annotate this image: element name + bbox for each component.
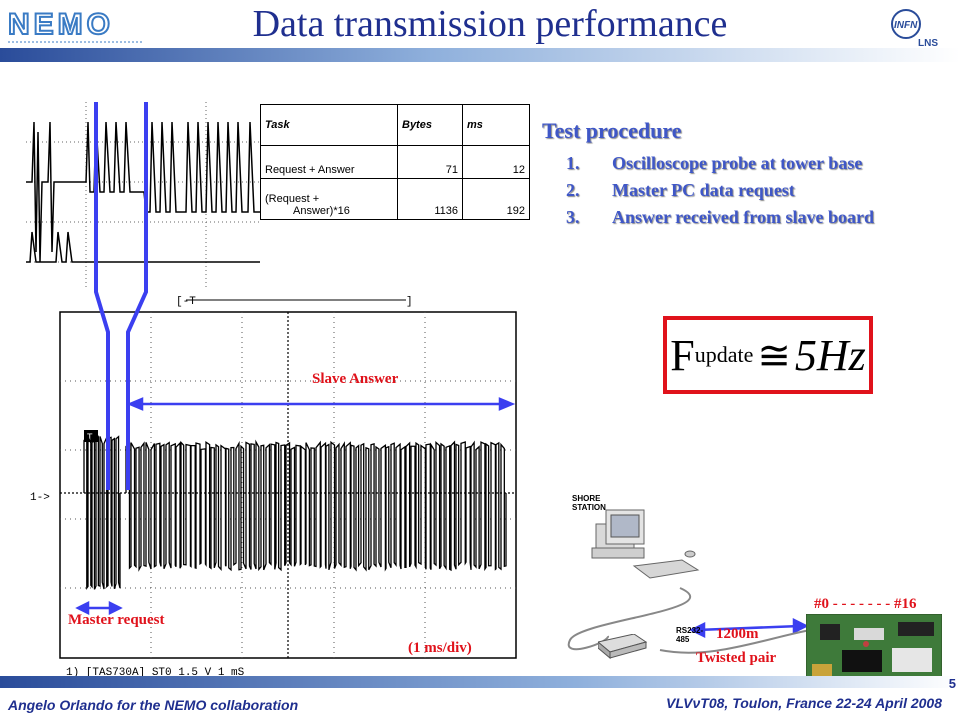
timing-table: Task Bytes ms Request + Answer 71 12 (Re… — [260, 104, 530, 220]
oscilloscope-trace: [-T ] 1-> T 1) [TAS730A] ST0 1.5 V 1 mS — [26, 290, 542, 682]
distance-label: 1200m — [716, 626, 759, 642]
rs232-485-label: RS232- 485 — [676, 626, 703, 644]
boards-range-label: #0 - - - - - - - #16 — [814, 596, 917, 612]
formula-subscript: update — [694, 342, 754, 367]
svg-text:INFN: INFN — [894, 20, 918, 31]
rs232-485-converter-icon — [598, 634, 648, 660]
procedure-step: 3. Answer received from slave board — [566, 204, 874, 231]
table-row: (Request + Answer)*16 1136 192 — [260, 178, 530, 220]
procedure-title: Test procedure — [542, 118, 682, 143]
step-text: Oscilloscope probe at tower base — [612, 153, 863, 173]
svg-text:LNS: LNS — [918, 38, 938, 48]
cell-bytes: 1136 — [397, 178, 463, 220]
computer-icon — [591, 509, 700, 579]
nemo-logo: NEMO — [4, 4, 154, 46]
cell-task: Request + Answer — [260, 145, 398, 179]
shore-line1: SHORE — [572, 494, 601, 503]
cell-task-line2: Answer)*16 — [293, 205, 350, 217]
page-title: Data transmission performance — [252, 3, 728, 45]
slave-board-icon — [806, 614, 942, 686]
slave-answer-label: Slave Answer — [312, 371, 399, 387]
cell-task-line1: (Request + — [265, 193, 320, 205]
svg-text:1->: 1-> — [30, 492, 50, 504]
footer-conference: VLVνT08, Toulon, France 22-24 April 2008 — [666, 695, 942, 711]
svg-text:T: T — [87, 432, 93, 442]
cell-ms: 12 — [462, 145, 530, 179]
shore-station-label: SHORE STATION — [572, 494, 606, 512]
svg-text:NEMO: NEMO — [8, 8, 114, 41]
master-request-label: Master request — [68, 612, 165, 628]
cable — [567, 587, 811, 654]
rs-line2: 485 — [676, 635, 690, 644]
table-row: Request + Answer 71 12 — [260, 145, 530, 179]
step-number: 2. — [566, 180, 580, 200]
formula-value: 5Hz — [794, 330, 866, 380]
svg-text:]: ] — [406, 296, 413, 308]
svg-text:[-T: [-T — [176, 296, 196, 308]
procedure-step: 1. Oscilloscope probe at tower base — [566, 150, 874, 177]
formula-approx: ≅ — [757, 332, 791, 378]
twisted-pair-label: Twisted pair — [696, 650, 777, 666]
step-text: Answer received from slave board — [612, 207, 874, 227]
infn-lns-logo: INFN LNS — [891, 9, 938, 48]
cell-ms: 192 — [462, 178, 530, 220]
step-number: 3. — [566, 207, 580, 227]
col-header-ms: ms — [462, 104, 530, 146]
footer-bar — [0, 676, 960, 688]
formula-symbol: F — [670, 330, 695, 380]
cell-bytes: 71 — [397, 145, 463, 179]
header-bar — [0, 48, 960, 62]
page-number: 5 — [948, 676, 956, 691]
scope-inset — [26, 102, 260, 298]
rs-line1: RS232- — [676, 626, 704, 635]
shore-line2: STATION — [572, 503, 606, 512]
step-text: Master PC data request — [612, 180, 795, 200]
procedure-step: 2. Master PC data request — [566, 177, 874, 204]
step-number: 1. — [566, 153, 580, 173]
time-scale-label: (1 ms/div) — [408, 640, 472, 656]
procedure-list: 1. Oscilloscope probe at tower base 2. Mas… — [566, 150, 874, 231]
slave-answer-burst — [125, 439, 507, 572]
master-request-burst — [83, 434, 121, 590]
footer-author: Angelo Orlando for the NEMO collaboratio… — [8, 697, 299, 713]
